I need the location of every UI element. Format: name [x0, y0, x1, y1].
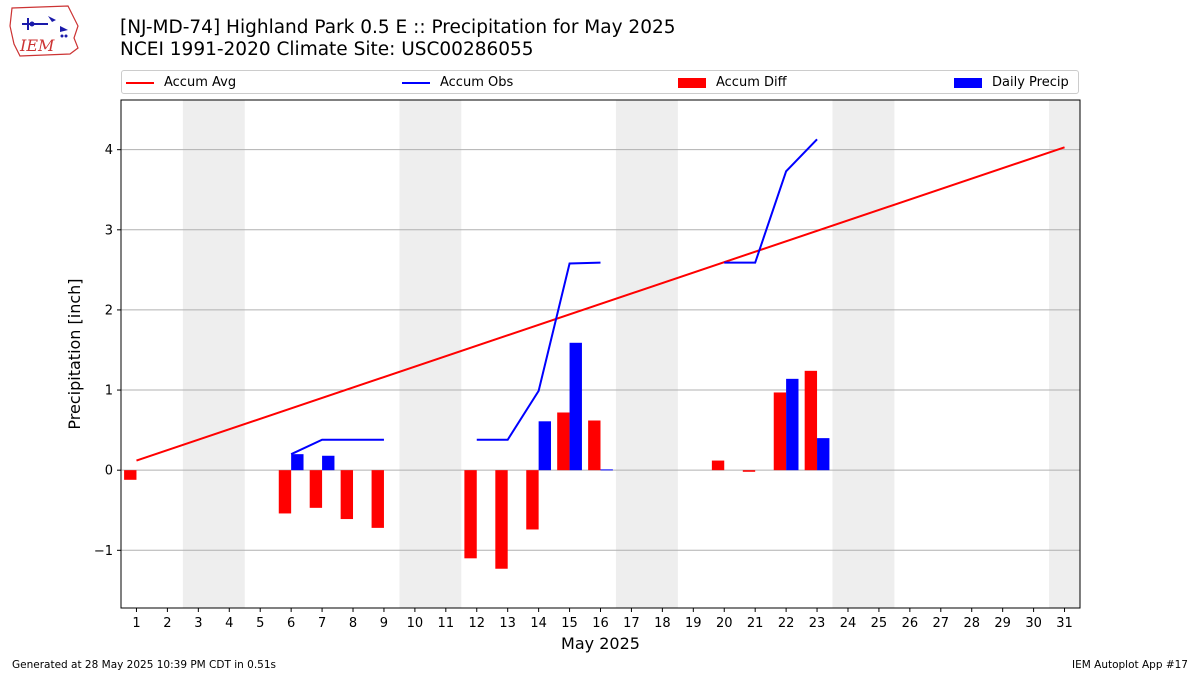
x-tick-label: 29 [994, 616, 1011, 631]
x-tick-label: 1 [132, 616, 140, 631]
weekend-shade [615, 100, 678, 608]
x-tick-label: 21 [747, 616, 764, 631]
accum-diff-bar [371, 470, 384, 528]
x-tick-label: 5 [256, 616, 264, 631]
x-tick-label: 15 [561, 616, 578, 631]
legend: Accum Avg Accum Obs Accum Diff Daily Pre… [121, 70, 1079, 94]
x-tick-label: 10 [407, 616, 424, 631]
daily-precip-bar [569, 342, 582, 471]
x-tick-label: 25 [871, 616, 888, 631]
x-tick-label: 20 [716, 616, 733, 631]
x-tick-label: 23 [809, 616, 826, 631]
x-tick-label: 26 [902, 616, 919, 631]
daily-precip-bar [538, 421, 552, 471]
legend-swatch-accum-diff [678, 78, 706, 88]
generated-timestamp: Generated at 28 May 2025 10:39 PM CDT in… [12, 659, 276, 671]
daily-precip-bar [322, 455, 335, 471]
accum-diff-bar [495, 470, 508, 569]
accum-diff-bar [340, 470, 354, 520]
plot-frame [120, 99, 1081, 609]
x-tick-label: 3 [194, 616, 202, 631]
iem-logo-graphic: IEM [9, 5, 79, 57]
accum-obs-line [476, 261, 601, 441]
accum-avg-line [136, 146, 1065, 462]
daily-precip-bar [786, 378, 799, 471]
x-tick-label: 18 [654, 616, 671, 631]
accum-diff-bar [526, 470, 539, 530]
legend-label-accum-diff: Accum Diff [716, 75, 787, 90]
x-tick-label: 22 [778, 616, 795, 631]
daily-precip-bar [291, 454, 304, 471]
x-tick-label: 24 [840, 616, 857, 631]
y-tick-label: 3 [105, 223, 113, 238]
x-tick-label: 30 [1025, 616, 1042, 631]
legend-label-daily-precip: Daily Precip [992, 75, 1069, 90]
legend-label-accum-avg: Accum Avg [164, 75, 237, 90]
x-tick-label: 27 [933, 616, 950, 631]
x-tick-label: 6 [287, 616, 295, 631]
x-tick-label: 9 [380, 616, 388, 631]
x-tick-label: 31 [1056, 616, 1073, 631]
accum-diff-bar [711, 460, 725, 471]
y-tick-label: 0 [105, 464, 113, 479]
accum-diff-bar [804, 370, 818, 471]
x-tick-label: 7 [318, 616, 326, 631]
accum-diff-bar [773, 392, 787, 471]
x-tick-label: 19 [685, 616, 702, 631]
accum-obs-line [290, 438, 384, 456]
x-tick-label: 16 [592, 616, 609, 631]
accum-diff-bar [278, 470, 292, 514]
weekend-shade [832, 100, 895, 608]
legend-swatch-accum-obs [402, 82, 430, 84]
weekend-shade [1049, 100, 1080, 608]
y-axis-label: Precipitation [inch] [65, 278, 84, 429]
accum-diff-bar [309, 470, 323, 508]
y-tick-label: 4 [105, 143, 113, 158]
accum-diff-bar [742, 470, 756, 472]
daily-precip-bar [600, 469, 613, 471]
iem-logo: IEM [8, 4, 80, 60]
x-tick-label: 17 [623, 616, 640, 631]
accum-diff-bar [464, 470, 477, 559]
x-tick-label: 12 [468, 616, 485, 631]
legend-swatch-accum-avg [126, 82, 154, 84]
y-tick-label: 2 [105, 303, 113, 318]
x-tick-label: 2 [163, 616, 171, 631]
legend-label-accum-obs: Accum Obs [440, 75, 514, 90]
legend-swatch-daily-precip [954, 78, 982, 88]
x-tick-label: 8 [349, 616, 357, 631]
title-line-1: [NJ-MD-74] Highland Park 0.5 E :: Precip… [120, 17, 676, 38]
app-credit: IEM Autoplot App #17 [1072, 659, 1188, 671]
x-axis-label: May 2025 [561, 634, 640, 653]
x-tick-label: 28 [963, 616, 980, 631]
daily-precip-bar [817, 438, 830, 471]
x-tick-label: 13 [499, 616, 516, 631]
y-tick-label: 1 [105, 384, 113, 399]
x-tick-label: 11 [438, 616, 455, 631]
logo-text: IEM [19, 36, 55, 55]
accum-diff-bar [588, 420, 601, 471]
accum-diff-bar [124, 470, 137, 480]
weekend-shade [182, 100, 245, 608]
chart-title: [NJ-MD-74] Highland Park 0.5 E :: Precip… [120, 17, 676, 61]
title-line-2: NCEI 1991-2020 Climate Site: USC00286055 [120, 39, 534, 60]
accum-diff-bar [557, 412, 570, 471]
y-tick-label: −1 [94, 544, 113, 559]
accum-obs-line [724, 138, 818, 264]
x-tick-label: 4 [225, 616, 233, 631]
x-tick-label: 14 [530, 616, 547, 631]
